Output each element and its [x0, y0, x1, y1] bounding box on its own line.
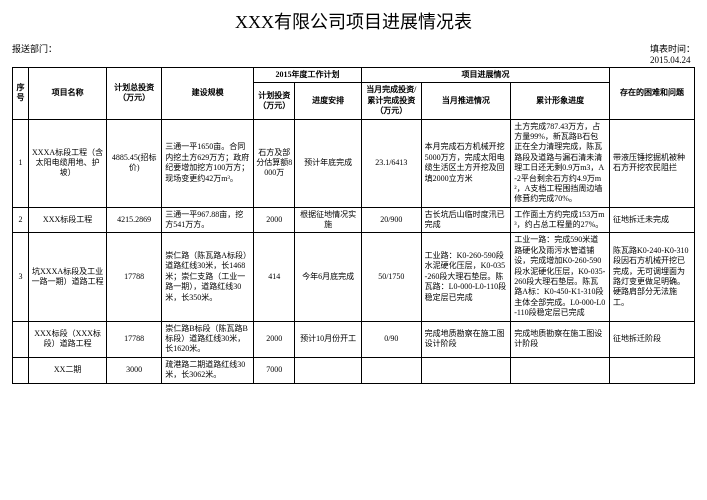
cell-issues: 征地拆迁阶段 — [609, 321, 694, 357]
cell-scale: 三通一平967.88亩，挖方541万方。 — [162, 207, 254, 233]
th-seq: 序号 — [13, 68, 29, 120]
th-progress-group: 项目进展情况 — [361, 68, 609, 83]
date-label: 填表时间： — [650, 44, 695, 54]
table-row: 1XXXA标段工程（含太阳电缆用地、护坡）4885.45(招标价)三通一平165… — [13, 119, 695, 207]
cell-plan_inv: 2000 — [254, 207, 295, 233]
dept-label: 报送部门： — [12, 42, 57, 65]
cell-issues — [609, 357, 694, 383]
page-title: XXX有限公司项目进展情况表 — [12, 8, 695, 34]
th-name: 项目名称 — [29, 68, 107, 120]
cell-name: XXX标段（XXX标段）道路工程 — [29, 321, 107, 357]
cell-cum_status: 工业一路：完成590米道路硬化及雨污水管道铺设，完成增加K0-260-590段水… — [511, 233, 610, 321]
th-current-inv: 当月完成投资/累计完成投资（万元） — [361, 83, 421, 119]
progress-table: 序号 项目名称 计划总投资（万元） 建设规模 2015年度工作计划 项目进展情况… — [12, 67, 695, 384]
th-plan-inv: 计划投资（万元） — [254, 83, 295, 119]
cell-schedule: 预计年底完成 — [295, 119, 362, 207]
th-scale: 建设规模 — [162, 68, 254, 120]
cell-plan_inv: 414 — [254, 233, 295, 321]
cell-month_status: 古长坑后山临时度汛已完成 — [421, 207, 511, 233]
cell-total_inv: 4885.45(招标价) — [107, 119, 162, 207]
cell-issues: 陈瓦路K0-240-K0-310段因石方机械开挖已完成，无可调埋面为路灯变更做足… — [609, 233, 694, 321]
cell-schedule — [295, 357, 362, 383]
table-row: 3坑XXXA标段及工业一路一期）道路工程17788崇仁路（陈瓦路A标段）道路红线… — [13, 233, 695, 321]
cell-name: XXXA标段工程（含太阳电缆用地、护坡） — [29, 119, 107, 207]
th-cum-status: 累计形象进度 — [511, 83, 610, 119]
cell-cum_status: 完成地质勘察在施工图设计阶段 — [511, 321, 610, 357]
th-plan-group: 2015年度工作计划 — [254, 68, 362, 83]
table-row: XX二期3000疏港路二期道路红线30米，长3062米。7000 — [13, 357, 695, 383]
th-schedule: 进度安排 — [295, 83, 362, 119]
cell-total_inv: 4215.2869 — [107, 207, 162, 233]
cell-month_status: 工业路：K0-260-590段水泥硬化压层，K0-035-260段大理石垫层。陈… — [421, 233, 511, 321]
th-issues: 存在的困难和问题 — [609, 68, 694, 120]
cell-current_inv: 23.1/6413 — [361, 119, 421, 207]
cell-schedule: 预计10月份开工 — [295, 321, 362, 357]
cell-seq: 2 — [13, 207, 29, 233]
cell-cum_status: 土方完成787.43万方，占方量99%，新瓦路B石包正在全力清理完成，陈瓦路段及… — [511, 119, 610, 207]
cell-seq: 3 — [13, 233, 29, 321]
cell-schedule: 根据征地情况实施 — [295, 207, 362, 233]
cell-seq — [13, 321, 29, 357]
cell-current_inv: 50/1750 — [361, 233, 421, 321]
date-block: 填表时间： 2015.04.24 — [650, 42, 695, 65]
cell-total_inv: 17788 — [107, 233, 162, 321]
cell-current_inv: 20/900 — [361, 207, 421, 233]
cell-month_status — [421, 357, 511, 383]
th-total-inv: 计划总投资（万元） — [107, 68, 162, 120]
cell-total_inv: 3000 — [107, 357, 162, 383]
cell-issues: 征地拆迁未完成 — [609, 207, 694, 233]
cell-current_inv: 0/90 — [361, 321, 421, 357]
cell-scale: 崇仁路（陈瓦路A标段）道路红线30米，长1468米；崇仁支路（工业一路一期），道… — [162, 233, 254, 321]
cell-scale: 疏港路二期道路红线30米，长3062米。 — [162, 357, 254, 383]
cell-plan_inv: 2000 — [254, 321, 295, 357]
cell-total_inv: 17788 — [107, 321, 162, 357]
date-value: 2015.04.24 — [650, 55, 691, 65]
meta-row: 报送部门： 填表时间： 2015.04.24 — [12, 42, 695, 65]
cell-issues: 带液压锤挖掘机被种石方开挖农民阻拦 — [609, 119, 694, 207]
table-row: 2XXX标段工程4215.2869三通一平967.88亩，挖方541万方。200… — [13, 207, 695, 233]
th-month-status: 当月推进情况 — [421, 83, 511, 119]
cell-month_status: 完成地质勘察在施工图设计阶段 — [421, 321, 511, 357]
cell-month_status: 本月完成石方机械开挖5000万方，完成太阳电缆生活区土方开挖及回填2000立方米 — [421, 119, 511, 207]
cell-name: XXX标段工程 — [29, 207, 107, 233]
table-row: XXX标段（XXX标段）道路工程17788崇仁路B标段（陈瓦路B标段）道路红线3… — [13, 321, 695, 357]
cell-name: XX二期 — [29, 357, 107, 383]
cell-cum_status: 工作面土方约完成153万m³，约占总工程量的27%。 — [511, 207, 610, 233]
cell-seq — [13, 357, 29, 383]
cell-cum_status — [511, 357, 610, 383]
cell-current_inv — [361, 357, 421, 383]
cell-plan_inv: 7000 — [254, 357, 295, 383]
cell-seq: 1 — [13, 119, 29, 207]
cell-plan_inv: 石方及部分估算额8000万 — [254, 119, 295, 207]
cell-schedule: 今年6月底完成 — [295, 233, 362, 321]
cell-name: 坑XXXA标段及工业一路一期）道路工程 — [29, 233, 107, 321]
cell-scale: 三通一平1650亩。合同内挖土方629万方；政府纪要增加挖方100万方；现场变更… — [162, 119, 254, 207]
cell-scale: 崇仁路B标段（陈瓦路B标段）道路红线30米，长1620米。 — [162, 321, 254, 357]
